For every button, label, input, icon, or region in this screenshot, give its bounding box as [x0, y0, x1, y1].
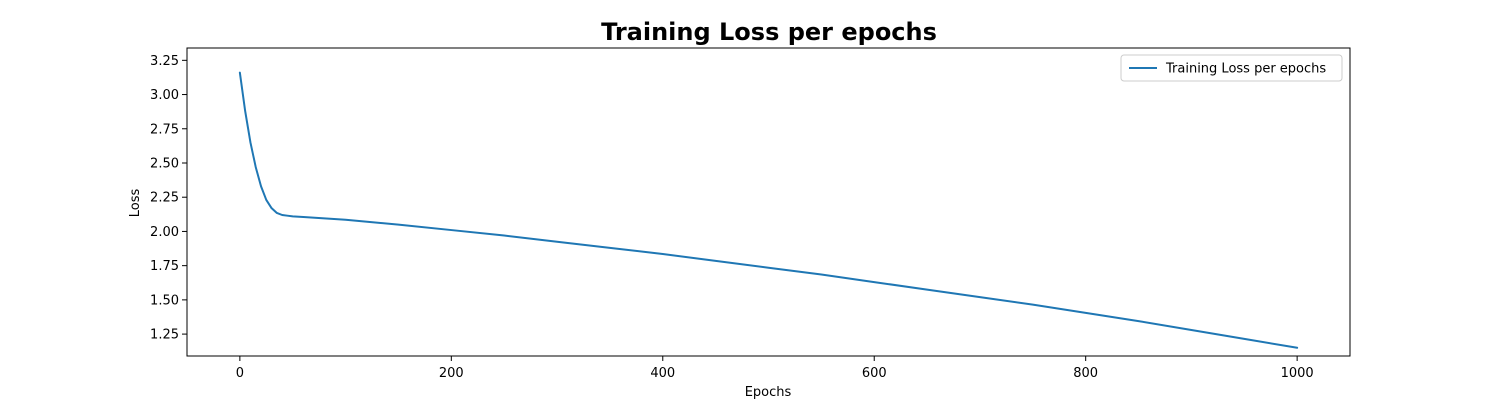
x-tick-label: 1000: [1281, 366, 1314, 381]
y-tick-label: 1.25: [150, 328, 179, 343]
y-tick-label: 3.00: [150, 88, 179, 103]
series-line: [238, 71, 1299, 349]
y-axis-label: Loss: [128, 189, 143, 218]
y-tick-label: 2.25: [150, 191, 179, 206]
x-tick-label: 200: [439, 366, 464, 381]
plot-area: [186, 47, 1351, 357]
y-tick-label: 2.50: [150, 156, 179, 171]
x-axis-label: Epochs: [745, 385, 792, 400]
x-tick-label: 800: [1073, 366, 1098, 381]
axes-frame: [186, 47, 1351, 357]
y-tick-label: 2.75: [150, 122, 179, 137]
x-tick-label: 0: [236, 366, 244, 381]
chart-title: Training Loss per epochs: [601, 18, 937, 46]
x-tick-label: 400: [650, 366, 675, 381]
x-tick-label: 600: [862, 366, 887, 381]
x-axis: 0 200 400 600 800 1000: [236, 356, 1314, 381]
y-tick-label: 1.75: [150, 259, 179, 274]
y-tick-label: 2.00: [150, 225, 179, 240]
y-tick-label: 3.25: [150, 54, 179, 69]
legend-box: [1120, 54, 1343, 82]
y-axis: 1.25 1.50 1.75 2.00 2.25 2.50 2.75 3.00 3.25: [150, 54, 187, 343]
legend: Training Loss per epochs: [1120, 54, 1343, 82]
y-tick-label: 1.50: [150, 293, 179, 308]
legend-label: Training Loss per epochs: [1165, 62, 1326, 77]
